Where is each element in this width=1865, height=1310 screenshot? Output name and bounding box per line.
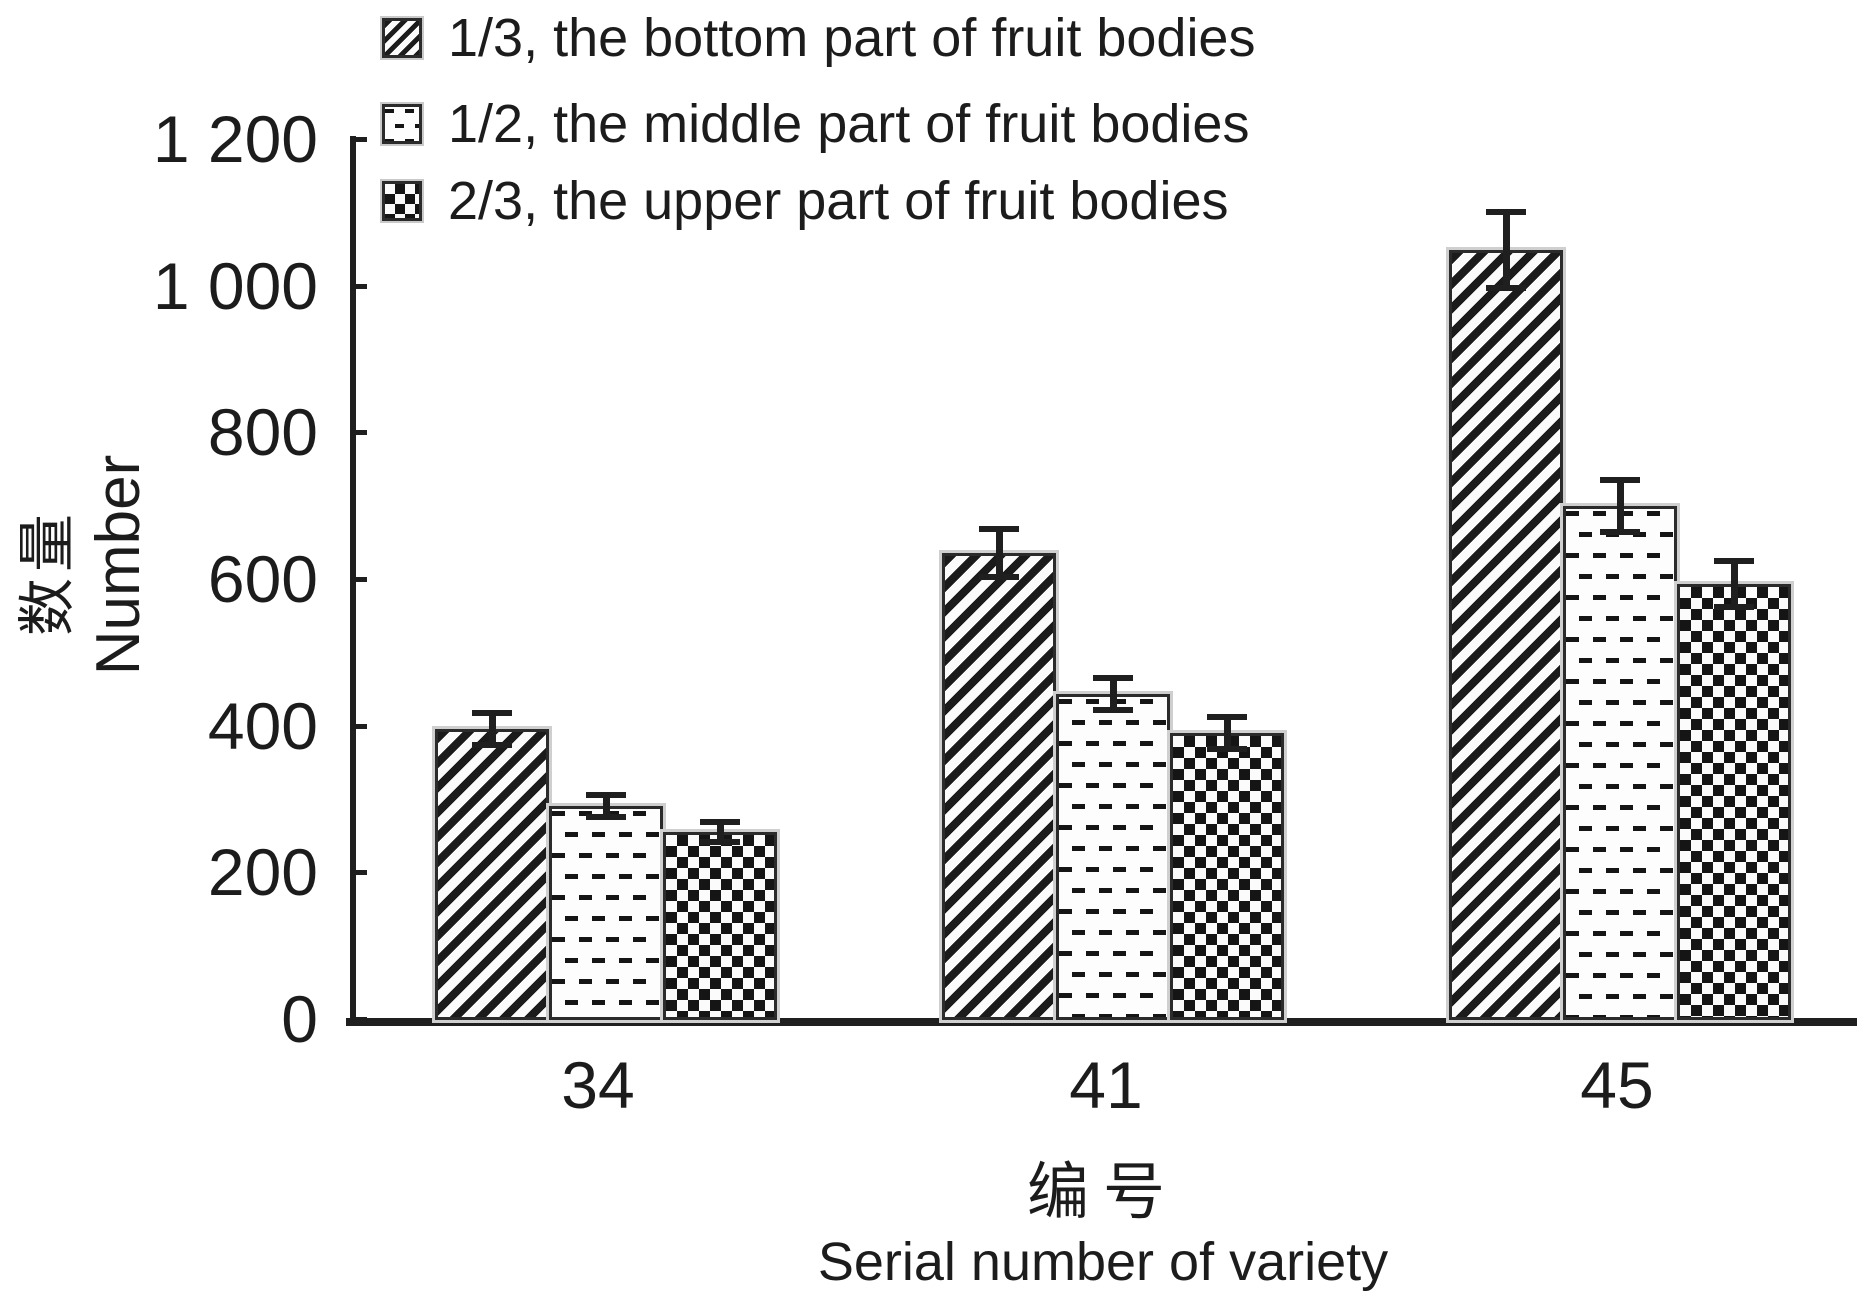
legend-item-upper-part: 2/3, the upper part of fruit bodies [380,174,1229,228]
y-tick-label: 800 [207,395,318,469]
y-tick-label: 1 000 [152,249,318,323]
legend-label-bottom-part: 1/3, the bottom part of fruit bodies [448,8,1256,68]
error-bar-cap-bottom [1207,746,1247,752]
y-axis-tick [350,284,367,289]
error-bar-cap-bottom [1600,529,1640,535]
y-tick-label: 400 [207,689,318,763]
bar-checkerboard-group-45 [1674,581,1794,1023]
bar-diagonal-hatch-group-45 [1446,247,1566,1023]
error-bar-cap-bottom [586,814,626,820]
x-axis-title-english: Serial number of variety [817,1232,1389,1292]
error-bar-cap-bottom [1093,707,1133,713]
legend-swatch-horizontal-dashes-icon [380,102,424,146]
legend-item-bottom-part: 1/3, the bottom part of fruit bodies [380,11,1255,65]
bar-horizontal-dashes-group-34 [546,803,666,1023]
bar-checkerboard-group-41 [1167,730,1287,1023]
x-tick-label: 45 [1580,1048,1654,1122]
error-bar-cap-top [1486,209,1526,215]
legend-item-middle-part: 1/2, the middle part of fruit bodies [380,97,1249,151]
error-bar-line [1110,678,1117,710]
legend-swatch-checkerboard-icon [380,179,424,223]
error-bar-line [1503,212,1510,288]
x-tick-label: 34 [561,1048,635,1122]
bar-horizontal-dashes-group-45 [1560,503,1680,1023]
error-bar-line [996,529,1003,577]
y-axis-tick [350,870,367,875]
error-bar-cap-top [700,819,740,825]
legend-label-upper-part: 2/3, the upper part of fruit bodies [448,171,1229,231]
y-axis-tick [350,577,367,582]
legend-label-middle-part: 1/2, the middle part of fruit bodies [448,94,1250,154]
error-bar-line [717,822,724,842]
error-bar-cap-bottom [1486,285,1526,291]
error-bar-cap-top [1207,714,1247,720]
error-bar-cap-top [586,792,626,798]
error-bar-cap-bottom [1714,604,1754,610]
error-bar-line [603,795,610,817]
y-tick-label: 1 200 [152,102,318,176]
bar-checkerboard-group-34 [660,829,780,1023]
y-tick-label: 200 [207,835,318,909]
error-bar-line [1731,561,1738,607]
x-axis-title-chinese: 编号 [1026,1158,1179,1227]
error-bar-line [1224,717,1231,749]
y-axis-tick [350,430,367,435]
y-tick-label: 0 [281,982,318,1056]
error-bar-line [1617,480,1624,532]
error-bar-cap-top [472,710,512,716]
y-axis-tick [350,724,367,729]
error-bar-cap-bottom [472,742,512,748]
bar-horizontal-dashes-group-41 [1053,691,1173,1023]
error-bar-cap-bottom [979,574,1019,580]
y-tick-label: 600 [207,542,318,616]
x-axis-line [346,1018,1857,1026]
y-axis-tick [350,1017,367,1022]
error-bar-cap-top [1714,558,1754,564]
error-bar-cap-top [979,526,1019,532]
error-bar-cap-bottom [700,839,740,845]
error-bar-cap-top [1600,477,1640,483]
bar-diagonal-hatch-group-34 [432,726,552,1023]
x-tick-label: 41 [1069,1048,1143,1122]
legend-swatch-diagonal-hatch-icon [380,16,424,60]
error-bar-line [489,713,496,745]
bar-diagonal-hatch-group-41 [939,550,1059,1023]
y-axis-tick [350,137,367,142]
error-bar-cap-top [1093,675,1133,681]
